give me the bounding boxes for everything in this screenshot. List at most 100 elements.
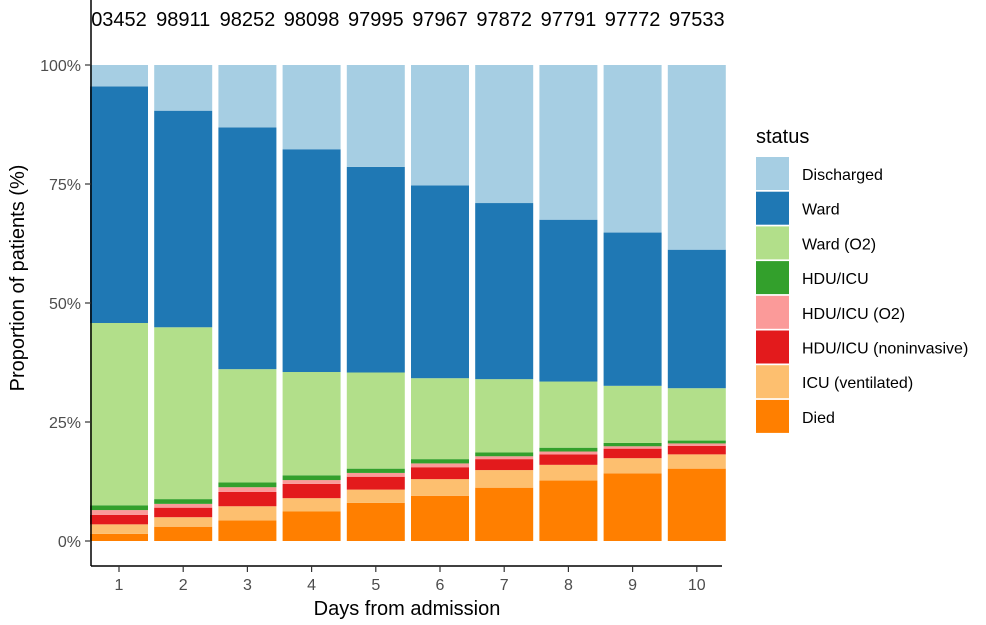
bar-segment-day4-icu-ventilated <box>282 498 341 512</box>
bar-segment-day6-hdu-icu <box>411 459 469 464</box>
legend-label: HDU/ICU (O2) <box>802 306 905 323</box>
bar-segment-day5-died <box>346 502 405 541</box>
x-tick-label: 10 <box>688 577 706 594</box>
bar-segment-day6-icu-ventilated <box>411 479 469 496</box>
y-tick-label: 25% <box>49 415 81 432</box>
bar-segment-day2-ward <box>154 110 213 328</box>
legend-swatch <box>756 365 789 399</box>
bar-segment-day2-discharged <box>154 65 213 111</box>
bar-segment-day9-discharged <box>603 65 662 233</box>
bar-segment-day8-ward <box>539 219 598 382</box>
bar-segment-day10-ward <box>667 249 726 389</box>
bar-segment-day6-died <box>411 495 469 541</box>
y-tick-label: 50% <box>49 296 81 313</box>
bar-segment-day3-ward <box>218 127 277 370</box>
bar-segment-day5-hdu-icu-o2 <box>346 472 405 477</box>
legend-title: status <box>756 126 809 148</box>
bar-segment-day6-ward <box>411 185 469 379</box>
legend-label: ICU (ventilated) <box>802 375 913 392</box>
bar-segment-day6-discharged <box>411 65 469 186</box>
count-label-day4: 98098 <box>284 9 340 31</box>
bar-segment-day9-icu-ventilated <box>603 458 662 474</box>
bar-segment-day8-icu-ventilated <box>539 464 598 481</box>
bar-segment-day6-hdu-icu-o2 <box>411 463 469 468</box>
count-label-day1: 03452 <box>91 9 147 31</box>
legend-swatch <box>756 191 789 225</box>
bar-segment-day5-discharged <box>346 65 405 167</box>
bar-segment-day4-hdu-icu-o2 <box>282 480 341 484</box>
count-label-day9: 97772 <box>605 9 661 31</box>
bar-segment-day7-died <box>475 487 534 541</box>
bar-segment-day10-ward-o2 <box>667 388 726 441</box>
bar-segment-day10-discharged <box>667 65 726 250</box>
bar-segment-day9-hdu-icu-noninvasive <box>603 448 662 459</box>
bar-segment-day8-discharged <box>539 65 598 220</box>
bar-segment-day4-hdu-icu-noninvasive <box>282 483 341 499</box>
bar-segment-day3-discharged <box>218 65 277 128</box>
x-tick-label: 9 <box>628 577 637 594</box>
bar-segment-day1-hdu-icu <box>90 505 148 511</box>
bar-segment-day10-hdu-icu-o2 <box>667 443 726 446</box>
bar-segment-day5-icu-ventilated <box>346 489 405 503</box>
count-label-day6: 97967 <box>412 9 468 31</box>
bar-segment-day4-died <box>282 511 341 541</box>
count-label-day2: 98911 <box>156 9 210 31</box>
bar-segment-day5-ward-o2 <box>346 372 405 469</box>
bar-segment-day2-died <box>154 526 213 541</box>
bar-segment-day3-icu-ventilated <box>218 506 277 521</box>
legend-label: Discharged <box>802 167 883 184</box>
bar-segment-day7-icu-ventilated <box>475 470 534 488</box>
y-axis-title: Proportion of patients (%) <box>7 165 29 392</box>
x-tick-label: 1 <box>115 577 124 594</box>
count-label-day8: 97791 <box>541 9 597 31</box>
bar-segment-day1-discharged <box>90 65 148 87</box>
bar-segment-day9-ward-o2 <box>603 385 662 443</box>
x-tick-label: 6 <box>436 577 445 594</box>
count-labels-layer: 03452 98911 98252 98098 97995 97967 97872 97791… <box>91 9 724 31</box>
legend-swatch <box>756 157 789 190</box>
y-tick-label: 75% <box>49 177 81 194</box>
bar-segment-day4-ward <box>282 149 341 373</box>
legend-label: Ward <box>802 202 840 219</box>
bar-segment-day2-hdu-icu-noninvasive <box>154 507 213 518</box>
bar-segment-day3-hdu-icu-noninvasive <box>218 491 277 507</box>
bar-segment-day9-hdu-icu-o2 <box>603 446 662 449</box>
bar-segment-day7-ward-o2 <box>475 379 534 453</box>
bar-segment-day9-died <box>603 473 662 541</box>
x-ticks-layer: 1 2 3 4 5 6 7 8 9 10 <box>115 566 706 594</box>
legend-label: HDU/ICU <box>802 271 869 288</box>
legend-label: HDU/ICU (noninvasive) <box>802 341 968 358</box>
y-tick-label: 0% <box>58 534 81 551</box>
bar-segment-day4-hdu-icu <box>282 475 341 481</box>
bar-segment-day2-hdu-icu <box>154 499 213 504</box>
x-tick-label: 7 <box>500 577 509 594</box>
bar-segment-day4-discharged <box>282 65 341 150</box>
bar-segment-day1-hdu-icu-noninvasive <box>90 514 148 525</box>
bar-segment-day3-ward-o2 <box>218 369 277 483</box>
bar-segment-day3-hdu-icu <box>218 482 277 488</box>
legend-swatch <box>756 261 789 295</box>
x-tick-label: 8 <box>564 577 573 594</box>
bar-segment-day5-ward <box>346 166 405 373</box>
bar-segment-day6-ward-o2 <box>411 378 469 460</box>
x-tick-label: 4 <box>307 577 316 594</box>
bar-segment-day5-hdu-icu <box>346 468 405 473</box>
bar-segment-day9-ward <box>603 232 662 386</box>
bar-segment-day1-icu-ventilated <box>90 524 148 534</box>
x-tick-label: 5 <box>371 577 380 594</box>
bar-segment-day8-hdu-icu-noninvasive <box>539 454 598 465</box>
count-label-day3: 98252 <box>220 9 276 31</box>
bar-segment-day1-died <box>90 533 148 541</box>
legend: status Discharged Ward Ward (O2) HDU/ICU HDU… <box>756 126 968 433</box>
x-tick-label: 2 <box>179 577 188 594</box>
bar-segment-day7-ward <box>475 203 534 380</box>
y-ticks-layer: 0% 25% 50% 75% 100% <box>40 58 91 551</box>
bar-segment-day8-ward-o2 <box>539 381 598 448</box>
count-label-day10: 97533 <box>669 9 725 31</box>
y-tick-label: 100% <box>40 58 81 75</box>
axes-layer <box>90 0 722 567</box>
legend-label: Died <box>802 410 835 427</box>
bar-segment-day2-icu-ventilated <box>154 517 213 527</box>
bar-segment-day7-hdu-icu-o2 <box>475 456 534 460</box>
